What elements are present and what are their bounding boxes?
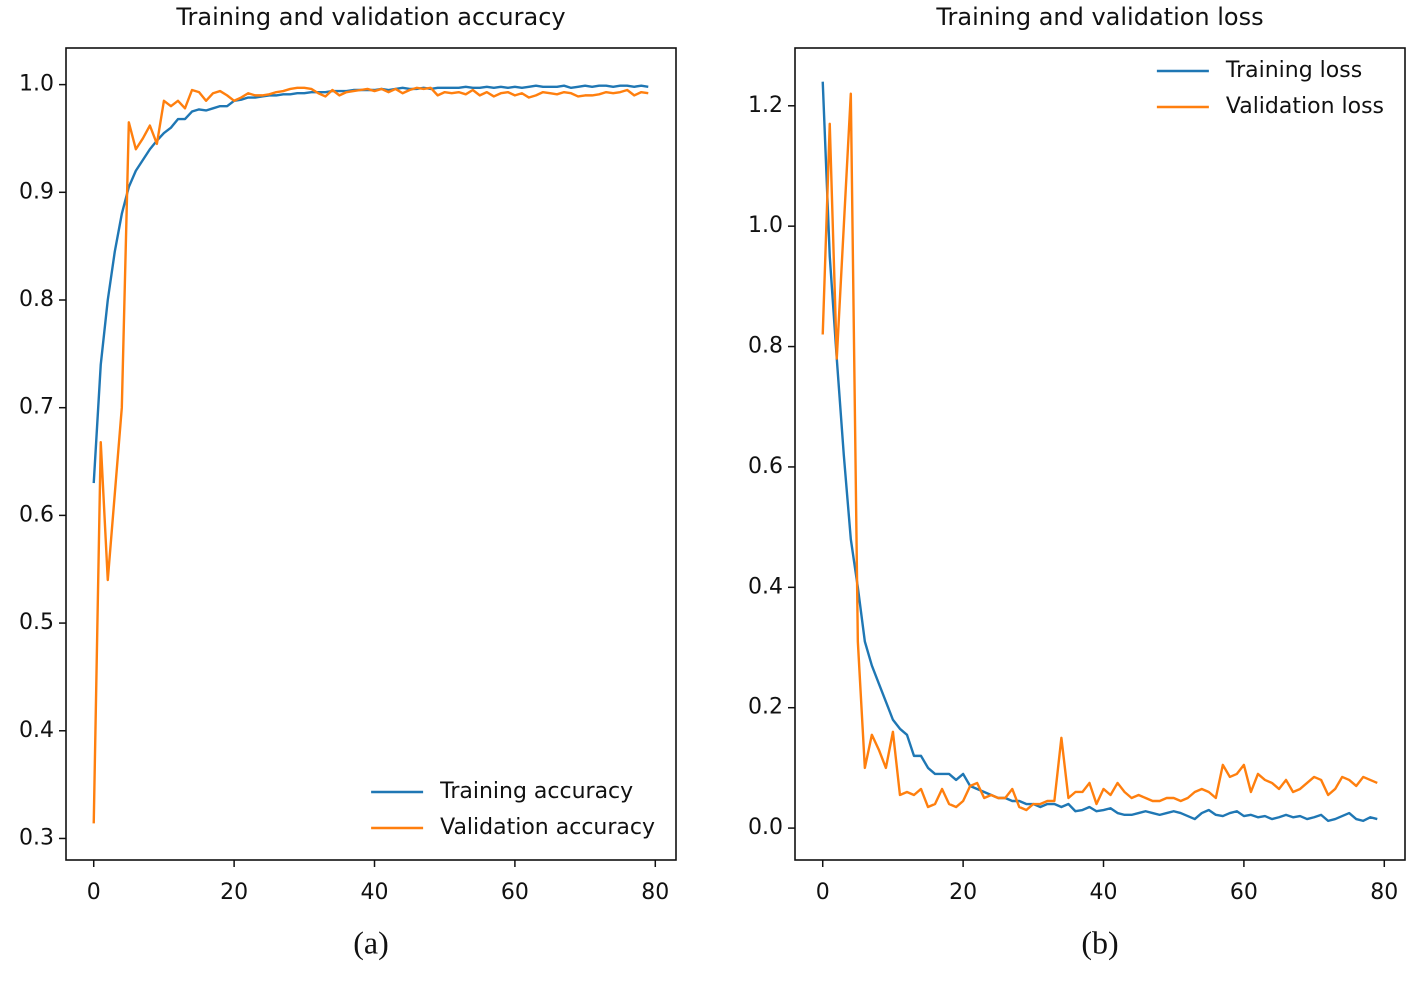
legend-label: Training loss <box>1225 58 1362 83</box>
legend: Training loss Validation loss <box>1156 58 1384 119</box>
legend-label: Validation accuracy <box>440 815 655 840</box>
x-tick-label: 40 <box>1090 880 1118 905</box>
data-line <box>92 86 649 824</box>
x-tick-label: 60 <box>1230 880 1258 905</box>
y-tick-label: 0.8 <box>748 334 783 359</box>
y-tick-label: 0.6 <box>19 502 54 527</box>
subplot: Training and validation loss (b) 0.0 0.2 0.4… <box>748 3 1406 960</box>
x-tick-label: 20 <box>220 880 248 905</box>
legend: Training accuracy Validation accuracy <box>371 779 655 840</box>
y-tick-label: 0.5 <box>19 610 54 635</box>
y-tick-label: 0.2 <box>748 695 783 720</box>
subplot: Training and validation accuracy (a) 0.3 0.… <box>19 3 677 960</box>
x-tick-label: 0 <box>816 880 830 905</box>
chart-title: Training and validation loss <box>935 3 1263 31</box>
y-tick-label: 0.8 <box>19 287 54 312</box>
x-tick-label: 60 <box>501 880 529 905</box>
plot-frame <box>65 47 677 861</box>
y-tick-label: 0.4 <box>748 574 783 599</box>
x-tick-label: 80 <box>641 880 669 905</box>
plot-frame <box>794 47 1406 861</box>
x-tick-label: 40 <box>361 880 389 905</box>
data-line <box>821 92 1378 812</box>
y-tick-label: 1.2 <box>748 93 783 118</box>
x-tick-label: 80 <box>1370 880 1398 905</box>
caption: (b) <box>1081 924 1118 960</box>
x-tick-label: 0 <box>87 880 101 905</box>
y-tick-label: 0.0 <box>748 815 783 840</box>
y-tick-label: 0.6 <box>748 454 783 479</box>
y-tick-label: 1.0 <box>19 72 54 97</box>
y-tick-label: 1.0 <box>748 213 783 238</box>
caption: (a) <box>353 924 389 960</box>
legend-label: Validation loss <box>1226 94 1384 119</box>
y-tick-label: 0.7 <box>19 395 54 420</box>
legend-label: Training accuracy <box>439 779 633 804</box>
data-line <box>821 81 1378 823</box>
x-tick-label: 20 <box>949 880 977 905</box>
chart-title: Training and validation accuracy <box>175 3 565 31</box>
y-tick-label: 0.4 <box>19 718 54 743</box>
data-line <box>92 84 649 484</box>
y-tick-label: 0.3 <box>19 825 54 850</box>
y-tick-label: 0.9 <box>19 179 54 204</box>
